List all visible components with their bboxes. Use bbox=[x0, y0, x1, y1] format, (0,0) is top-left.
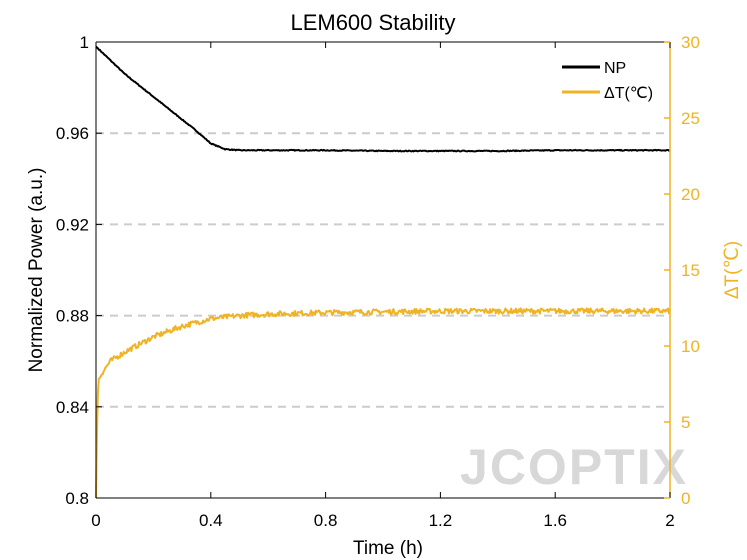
y2-axis-label: ΔT(℃) bbox=[722, 241, 743, 299]
y2-tick-label: 15 bbox=[681, 261, 700, 280]
y-tick-label: 0.96 bbox=[56, 124, 89, 143]
x-tick-label: 1.2 bbox=[429, 511, 453, 530]
legend: NP ΔT(℃) bbox=[562, 60, 653, 102]
watermark-logo: JCOPTIX bbox=[460, 439, 688, 495]
y-tick-label: 0.8 bbox=[65, 489, 89, 508]
y-axis-label: Normalized Power (a.u.) bbox=[26, 168, 47, 373]
axis-ticks: 0 0.4 0.8 1.2 1.6 20.80.840.880.920.961051015… bbox=[56, 33, 700, 530]
x-tick-label: 0.4 bbox=[199, 511, 223, 530]
series-line bbox=[95, 45, 671, 153]
x-tick-label: 2 bbox=[665, 511, 674, 530]
y2-tick-label: 0 bbox=[681, 489, 690, 508]
series-line bbox=[95, 307, 671, 499]
y2-tick-label: 10 bbox=[681, 337, 700, 356]
series-layer bbox=[95, 45, 671, 499]
x-tick-label: 0.8 bbox=[314, 511, 338, 530]
y2-tick-label: 5 bbox=[681, 413, 690, 432]
y-tick-label: 1 bbox=[80, 33, 89, 52]
x-tick-label: 1.6 bbox=[543, 511, 567, 530]
legend-label-np: NP bbox=[604, 60, 626, 77]
legend-label-dt: ΔT(℃) bbox=[604, 85, 653, 102]
y-tick-label: 0.92 bbox=[56, 215, 89, 234]
y2-tick-label: 25 bbox=[681, 109, 700, 128]
y2-tick-label: 30 bbox=[681, 33, 700, 52]
x-axis-label: Time (h) bbox=[353, 538, 423, 559]
grid-lines bbox=[96, 132, 670, 408]
chart-title: LEM600 Stability bbox=[290, 10, 455, 35]
y-tick-label: 0.88 bbox=[56, 307, 89, 326]
y-tick-label: 0.84 bbox=[56, 398, 89, 417]
x-tick-label: 0 bbox=[91, 511, 100, 530]
y2-tick-label: 20 bbox=[681, 185, 700, 204]
